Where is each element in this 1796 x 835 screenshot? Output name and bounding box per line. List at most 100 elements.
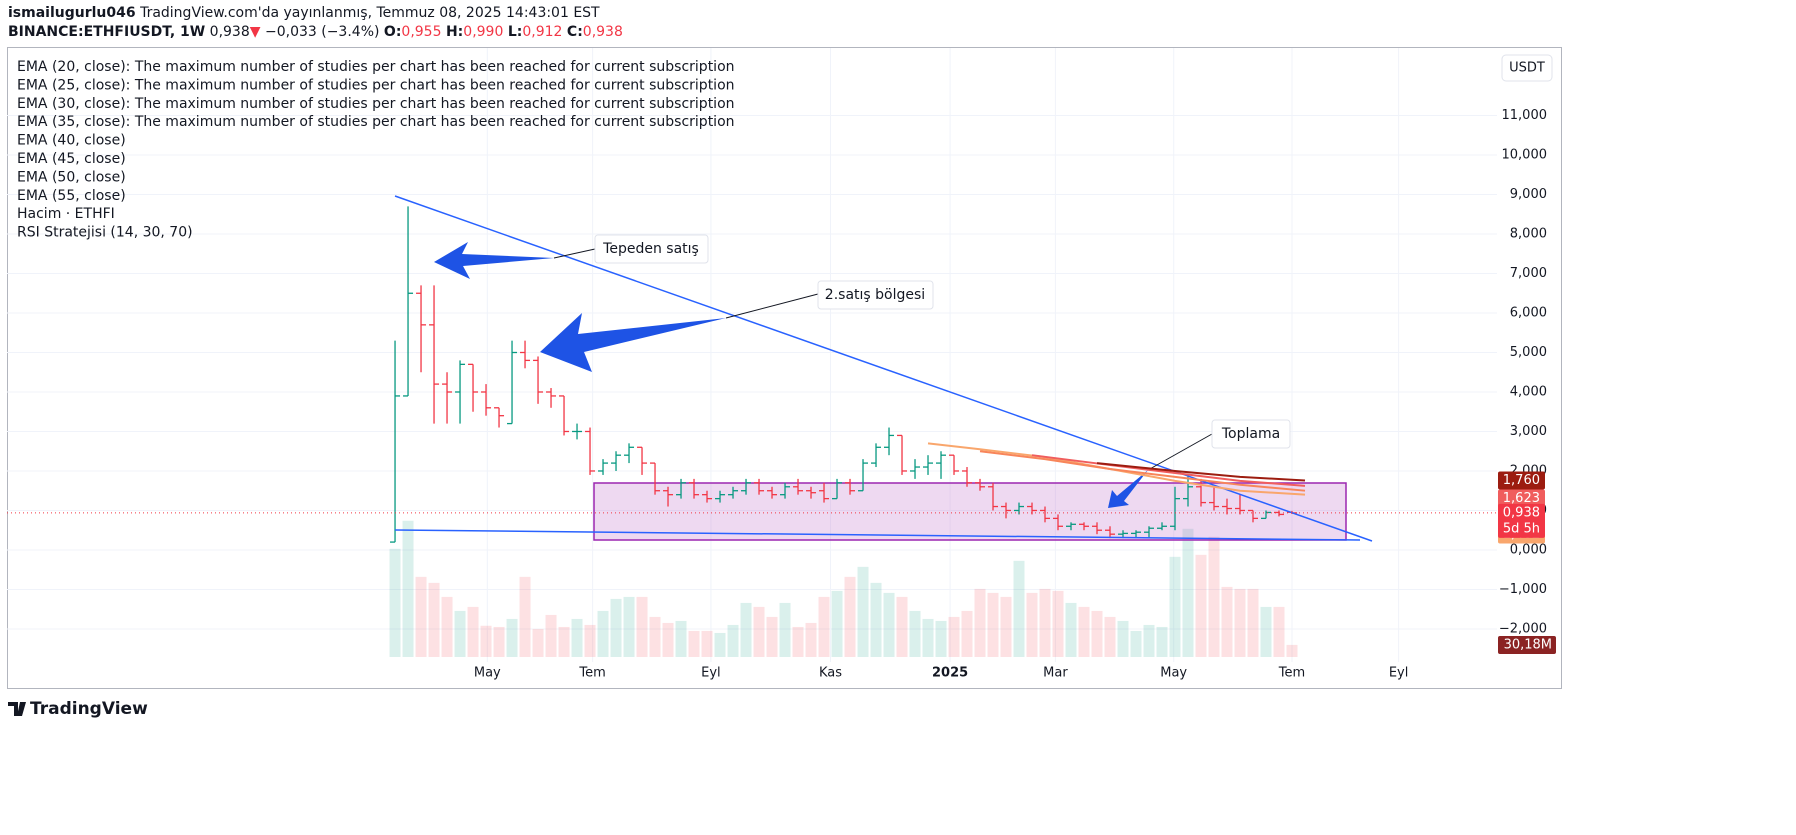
volume-bar bbox=[649, 616, 661, 657]
logo-icon bbox=[8, 702, 26, 716]
volume-bar bbox=[1247, 588, 1259, 657]
symbol: BINANCE:ETHFIUSDT, 1W bbox=[8, 24, 206, 40]
o-label: O: bbox=[383, 24, 402, 40]
volume-bar bbox=[1182, 528, 1194, 657]
ema-price-label-bg bbox=[1498, 489, 1545, 508]
ema-price-label: 1,623 bbox=[1503, 491, 1540, 506]
volume-bar bbox=[1156, 626, 1168, 657]
x-tick-label: Mar bbox=[1043, 666, 1068, 681]
y-tick-label: 10,000 bbox=[1502, 148, 1548, 163]
header-line2: BINANCE:ETHFIUSDT, 1W 0,938▼ −0,033 (−3.… bbox=[8, 24, 623, 40]
h: 0,990 bbox=[463, 24, 504, 40]
user: ismailugurlu046 bbox=[8, 5, 136, 21]
trend-line bbox=[394, 195, 1373, 542]
currency-button[interactable] bbox=[1501, 54, 1553, 82]
x-tick-label: Tem bbox=[578, 666, 605, 681]
volume-bar bbox=[675, 620, 687, 657]
volume-bar bbox=[1234, 588, 1246, 657]
range-box bbox=[593, 482, 1347, 541]
last-price: 0,938 bbox=[1503, 505, 1540, 520]
volume-bar bbox=[1195, 554, 1207, 657]
volume-bar bbox=[1260, 606, 1272, 657]
y-tick-label: −1,000 bbox=[1499, 582, 1547, 597]
volume-bar bbox=[415, 576, 427, 657]
volume-bar bbox=[753, 606, 765, 657]
volume-bar bbox=[493, 626, 505, 657]
volume-bar bbox=[883, 592, 895, 657]
volume-bar bbox=[506, 618, 518, 657]
y-tick-label: 5,000 bbox=[1510, 345, 1547, 360]
volume-bar bbox=[428, 582, 440, 657]
ema-line bbox=[1031, 454, 1306, 487]
legend-entry: EMA (40, close) bbox=[17, 133, 126, 149]
volume-bar bbox=[727, 624, 739, 657]
callout-text: 2.satış bölgesi bbox=[825, 287, 925, 303]
legend-entry: EMA (25, close): The maximum number of s… bbox=[17, 77, 735, 93]
volume-bar bbox=[1117, 620, 1129, 657]
volume-bar bbox=[1273, 606, 1285, 657]
volume-bar bbox=[1039, 588, 1051, 657]
arrow: ▼ bbox=[249, 24, 261, 40]
legend-entry: RSI Stratejisi (14, 30, 70) bbox=[17, 225, 193, 241]
currency[interactable]: USDT bbox=[1509, 61, 1545, 76]
legend-entry: EMA (30, close): The maximum number of s… bbox=[17, 96, 735, 112]
volume-bar bbox=[1130, 630, 1142, 657]
header-line1: ismailugurlu046 TradingView.com'da yayın… bbox=[8, 5, 600, 21]
volume-bar bbox=[701, 630, 713, 657]
legend-entry: EMA (45, close) bbox=[17, 151, 126, 167]
ema-price-label: 1,760 bbox=[1503, 473, 1540, 488]
volume-bar bbox=[441, 596, 453, 657]
volume-bar bbox=[571, 618, 583, 657]
callout-box bbox=[594, 234, 709, 264]
ema-line bbox=[1096, 462, 1306, 482]
o: 0,955 bbox=[401, 24, 442, 40]
y-tick-label: 9,000 bbox=[1510, 187, 1547, 202]
volume-label-bg bbox=[1498, 636, 1556, 654]
y-tick-label: 3,000 bbox=[1510, 424, 1547, 439]
volume-bar bbox=[818, 596, 830, 657]
legend-entry: EMA (20, close): The maximum number of s… bbox=[17, 59, 735, 75]
callout-text: Toplama bbox=[1221, 426, 1280, 442]
volume-bar bbox=[792, 626, 804, 657]
volume-bar bbox=[766, 616, 778, 657]
volume-bar bbox=[870, 582, 882, 657]
legend-entry: Hacim · ETHFI bbox=[17, 206, 115, 222]
volume-bar bbox=[584, 624, 596, 657]
volume-bar bbox=[467, 606, 479, 657]
x-tick-label: 2025 bbox=[932, 666, 968, 681]
y-tick-label: 0,000 bbox=[1510, 542, 1547, 557]
callout-text: Tepeden satış bbox=[602, 241, 699, 257]
volume-bar bbox=[896, 596, 908, 657]
y-tick-label: 11,000 bbox=[1502, 108, 1548, 123]
c: 0,938 bbox=[582, 24, 623, 40]
volume-bar bbox=[662, 622, 674, 657]
volume-bar bbox=[558, 626, 570, 657]
volume-bar bbox=[1013, 560, 1025, 657]
l: 0,912 bbox=[522, 24, 563, 40]
arrow bbox=[1108, 470, 1148, 508]
x-tick-label: Eyl bbox=[701, 666, 721, 681]
y-tick-label: 4,000 bbox=[1510, 384, 1547, 399]
volume-bar bbox=[909, 610, 921, 657]
y-tick-label: 7,000 bbox=[1510, 266, 1547, 281]
countdown: 5d 5h bbox=[1503, 521, 1540, 536]
volume-bar bbox=[1104, 616, 1116, 657]
volume-bar bbox=[519, 576, 531, 657]
volume-bar bbox=[779, 602, 791, 657]
volume-bar bbox=[480, 625, 492, 657]
volume-bar bbox=[961, 610, 973, 657]
x-tick-label: May bbox=[1160, 666, 1187, 681]
x-tick-label: Kas bbox=[819, 666, 842, 681]
y-tick-label: 8,000 bbox=[1510, 227, 1547, 242]
l-label: L: bbox=[507, 24, 523, 40]
x-tick-label: Tem bbox=[1278, 666, 1305, 681]
callout-line bbox=[553, 248, 596, 259]
volume-bar bbox=[688, 630, 700, 657]
volume-bar bbox=[1286, 644, 1298, 657]
volume-bar bbox=[948, 616, 960, 657]
x-tick-label: May bbox=[474, 666, 501, 681]
volume-bar bbox=[1052, 590, 1064, 657]
volume-bar bbox=[974, 588, 986, 657]
